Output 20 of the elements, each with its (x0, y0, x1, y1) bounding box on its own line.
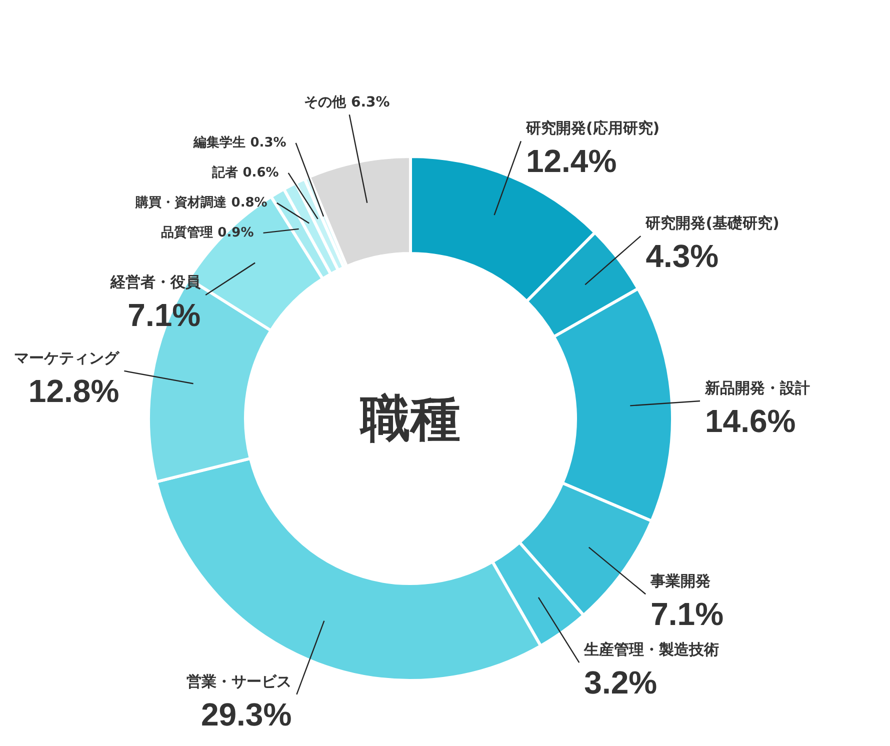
slice-label: マーケティング (14, 348, 120, 367)
slice-label: 編集学生 0.3% (192, 134, 286, 150)
data-label: 7.1% (650, 596, 724, 632)
data-label: 12.8% (28, 372, 120, 409)
data-label: 12.4% (526, 143, 617, 180)
slice-label: 購買・資材調達 0.8% (134, 194, 268, 210)
slice-label: 記者 0.6% (211, 164, 279, 180)
slice-label: 経営者・役員 (110, 272, 202, 291)
slice-label: 事業開発 (650, 572, 711, 590)
data-label: 4.3% (646, 238, 719, 274)
slice-label: 営業・サービス (186, 672, 292, 690)
slice-label: 研究開発(基礎研究) (644, 214, 780, 232)
text: 職種 (358, 390, 460, 448)
data-label: 29.3% (200, 696, 292, 732)
slice-label: その他 6.3% (304, 94, 390, 111)
slice-label: 研究開発(応用研究) (524, 119, 660, 138)
slice-label: 生産管理・製造技術 (583, 640, 720, 659)
data-label: 14.6% (705, 403, 796, 440)
slice-label: 新品開発・設計 (704, 379, 810, 398)
data-label: 3.2% (584, 664, 658, 701)
